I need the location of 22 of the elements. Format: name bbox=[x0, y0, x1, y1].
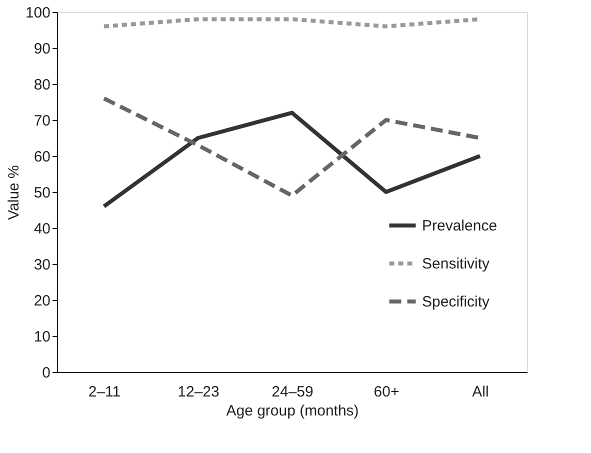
legend-label: Sensitivity bbox=[422, 256, 490, 272]
legend-label: Prevalence bbox=[422, 218, 498, 234]
x-tick-label: 24–59 bbox=[272, 384, 314, 400]
y-tick-label: 80 bbox=[34, 76, 50, 94]
x-tick-label: 12–23 bbox=[178, 384, 220, 400]
y-axis-title: Value % bbox=[5, 165, 22, 220]
y-tick-label: 100 bbox=[25, 4, 50, 22]
y-tick-label: 60 bbox=[34, 148, 50, 166]
y-tick-label: 90 bbox=[34, 40, 50, 58]
x-axis-title: Age group (months) bbox=[226, 402, 359, 420]
x-tick-label: 2–11 bbox=[88, 384, 121, 400]
y-tick-label: 50 bbox=[34, 184, 50, 202]
y-tick-label: 30 bbox=[34, 256, 50, 274]
y-tick-label: 10 bbox=[34, 328, 50, 346]
y-tick-label: 40 bbox=[34, 220, 50, 238]
y-tick-label: 20 bbox=[34, 292, 50, 310]
x-tick-label: 60+ bbox=[374, 384, 400, 400]
y-tick-label: 0 bbox=[42, 364, 50, 382]
y-tick-label: 70 bbox=[34, 112, 50, 130]
x-tick-label: All bbox=[472, 384, 489, 400]
legend-label: Specificity bbox=[422, 294, 490, 310]
line-series bbox=[102, 110, 482, 208]
